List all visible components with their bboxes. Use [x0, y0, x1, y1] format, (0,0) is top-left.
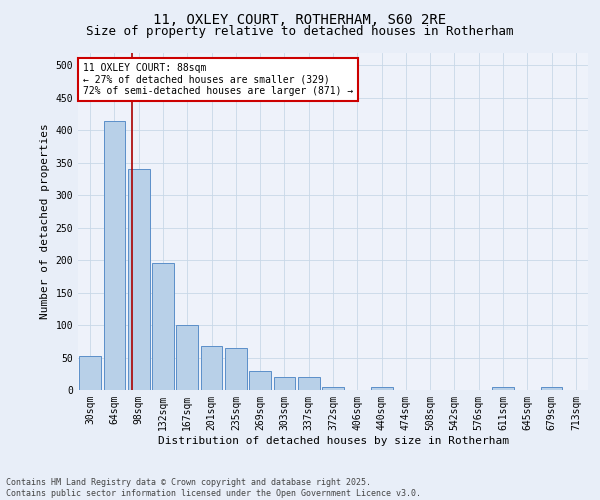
Bar — [541, 387, 562, 390]
Text: Contains HM Land Registry data © Crown copyright and database right 2025.
Contai: Contains HM Land Registry data © Crown c… — [6, 478, 421, 498]
Text: 11 OXLEY COURT: 88sqm
← 27% of detached houses are smaller (329)
72% of semi-det: 11 OXLEY COURT: 88sqm ← 27% of detached … — [83, 62, 353, 96]
Bar — [225, 348, 247, 390]
Bar — [322, 387, 344, 390]
Bar — [79, 356, 101, 390]
X-axis label: Distribution of detached houses by size in Rotherham: Distribution of detached houses by size … — [157, 436, 509, 446]
Bar — [104, 120, 125, 390]
Y-axis label: Number of detached properties: Number of detached properties — [40, 124, 50, 319]
Bar — [152, 264, 174, 390]
Bar — [371, 387, 392, 390]
Bar — [249, 370, 271, 390]
Text: Size of property relative to detached houses in Rotherham: Size of property relative to detached ho… — [86, 25, 514, 38]
Text: 11, OXLEY COURT, ROTHERHAM, S60 2RE: 11, OXLEY COURT, ROTHERHAM, S60 2RE — [154, 12, 446, 26]
Bar — [492, 387, 514, 390]
Bar — [176, 325, 198, 390]
Bar — [298, 377, 320, 390]
Bar — [274, 377, 295, 390]
Bar — [128, 170, 149, 390]
Bar — [200, 346, 223, 390]
